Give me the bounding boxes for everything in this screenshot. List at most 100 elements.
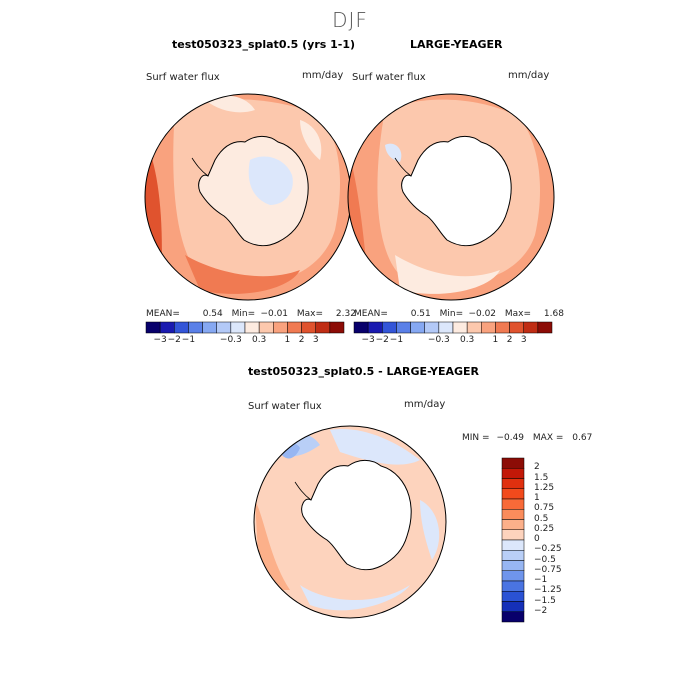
colorbar-panel1-tick-label: −0.3 [219,335,242,345]
colorbar-panel2-tick-label: −1 [389,335,404,345]
colorbar-difference-tick-label: 1.5 [534,472,549,483]
colorbar-panel2-swatch [424,321,440,334]
colorbar-difference-swatch [501,488,525,500]
colorbar-panel2-swatch [410,321,425,334]
colorbar-difference-swatch [501,457,525,469]
panel2-min-value: −0.02 [468,309,497,319]
colorbar-panel2-swatch [537,321,553,334]
panel3-max-label: MAX = [532,433,564,443]
panel1-units-label: mm/day [302,70,344,81]
map2-negative-flux-patch [385,143,402,162]
colorbar-panel2-tick-label: 2 [506,335,513,345]
panel2-stats: MEAN= 0.51 Min= −0.02 Max= 1.68 [354,309,564,319]
panel2-min-label: Min= [439,309,464,319]
panel1-stats: MEAN= 0.54 Min= −0.01 Max= 2.32 [146,309,356,319]
colorbar-difference-tick-label: 0.25 [534,523,555,534]
map-panel2 [347,93,555,301]
map1-low-flux-patch-north [205,95,255,113]
colorbar-panel1-swatch [287,321,302,334]
colorbar-difference-tick-label: 2 [534,462,540,473]
colorbar-difference-swatch [501,580,525,592]
colorbar-difference-swatch [501,498,525,510]
map3-boundary [253,425,447,619]
panel2-title: LARGE-YEAGER [410,38,503,51]
colorbar-difference-tick-label: −1 [534,575,548,585]
colorbar-panel1-tick-label: 0.3 [251,335,267,345]
colorbar-panel2-tick-label: 3 [520,335,527,345]
panel1-title: test050323_splat0.5 (yrs 1-1) [172,38,356,51]
map1-negative-flux-interior [248,156,293,205]
colorbar-difference-tick-label: −1.5 [534,595,556,606]
colorbar-panel1-tick-label: −1 [181,335,196,345]
map3-negative-band-north [330,429,420,465]
colorbar-panel2-swatch [495,321,510,334]
panel3-title: test050323_splat0.5 - LARGE-YEAGER [248,365,480,378]
colorbar-difference-tick-label: 0.5 [534,513,549,524]
colorbar-panel1 [145,321,345,334]
map3-negative-band-south [300,585,410,611]
colorbar-panel2-swatch [396,321,411,334]
map-panel3 [253,425,447,619]
map-panel1 [144,93,352,301]
colorbar-difference-tick-label: 0.75 [534,503,555,514]
colorbar-panel1-tick-label: −3 [153,335,167,345]
colorbar-panel2-tick-label: 1 [492,335,499,345]
colorbar-panel1-swatch [216,321,232,334]
colorbar-panel2-tick-label: −2 [375,335,389,345]
colorbar-difference-tick-label: −0.5 [534,554,556,565]
colorbar-difference-swatch [501,570,525,582]
panel1-max-value: 2.32 [335,309,356,319]
map2-antarctic-peninsula [394,157,412,177]
colorbar-difference-swatch [501,591,525,602]
panel1-mean-label: MEAN= [146,309,180,319]
colorbar-panel1-swatch [230,321,246,334]
panel2-mean-label: MEAN= [354,309,388,319]
colorbar-panel2-swatch [382,321,397,334]
colorbar-panel2-swatch [466,321,482,334]
colorbar-panel2-swatch [509,321,524,334]
colorbar-difference-tick-label: −0.75 [534,564,562,575]
colorbar-panel1-tick-label: 1 [284,335,291,345]
map2-boundary [347,93,555,301]
panel1-min-label: Min= [231,309,256,319]
map2-low-flux-band-south [395,255,500,294]
colorbar-difference-swatch [501,519,525,530]
colorbar-panel2-swatch [481,321,496,334]
colorbar-panel2 [353,321,553,334]
colorbar-difference-swatch [501,560,525,571]
colorbar-panel1-swatch [301,321,316,334]
colorbar-panel1-swatch [188,321,203,334]
colorbar-panel1-swatch [244,321,260,334]
panel2-units-label: mm/day [508,70,550,81]
colorbar-difference-swatch [501,529,525,541]
colorbar-difference-swatch [501,611,525,623]
colorbar-difference-swatch [501,478,525,489]
colorbar-panel1-swatch [174,321,189,334]
colorbar-panel1-swatch [202,321,217,334]
colorbar-panel2-swatch [353,321,369,334]
panel2-mean-value: 0.51 [410,309,431,319]
colorbar-panel1-swatch [159,321,175,334]
panel2-max-label: Max= [504,309,532,319]
map3-negative-band-east [420,500,440,560]
map1-antarctic-peninsula [191,157,209,177]
colorbar-panel1-tick-label: 2 [298,335,305,345]
colorbar-difference-swatch [501,601,525,612]
colorbar-panel2-swatch [452,321,468,334]
colorbar-panel2-tick-label: −0.3 [427,335,450,345]
colorbar-difference-swatch [501,468,525,479]
colorbar-panel1-swatch [258,321,274,334]
panel1-variable-label: Surf water flux [146,72,220,83]
colorbar-difference-tick-label: −2 [534,605,548,616]
map3-antarctica-continent [301,459,412,571]
colorbar-difference-tick-label: 0 [534,534,540,544]
figure-title: DJF [332,8,368,32]
colorbar-panel2-swatch [523,321,539,334]
colorbar-difference-swatch [501,539,525,551]
panel3-variable-label: Surf water flux [248,401,322,412]
colorbar-panel1-tick-label: 3 [312,335,319,345]
colorbar-difference-swatch [501,509,525,520]
colorbar-difference-swatch [501,550,525,561]
panel3-min-value: −0.49 [496,433,525,443]
